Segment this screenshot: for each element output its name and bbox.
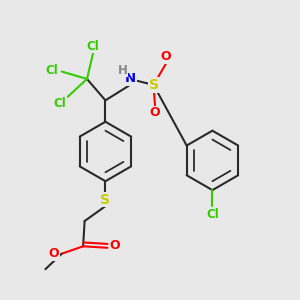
Text: S: S [100, 193, 110, 207]
Text: Cl: Cl [87, 40, 99, 53]
Text: O: O [161, 50, 171, 64]
Text: O: O [110, 239, 120, 252]
Text: S: S [148, 78, 159, 92]
Text: H: H [118, 64, 128, 76]
Text: N: N [125, 73, 136, 85]
Text: O: O [150, 106, 160, 119]
Text: Cl: Cl [46, 64, 58, 77]
Text: Cl: Cl [206, 208, 219, 221]
Text: O: O [48, 247, 59, 260]
Text: Cl: Cl [53, 97, 66, 110]
